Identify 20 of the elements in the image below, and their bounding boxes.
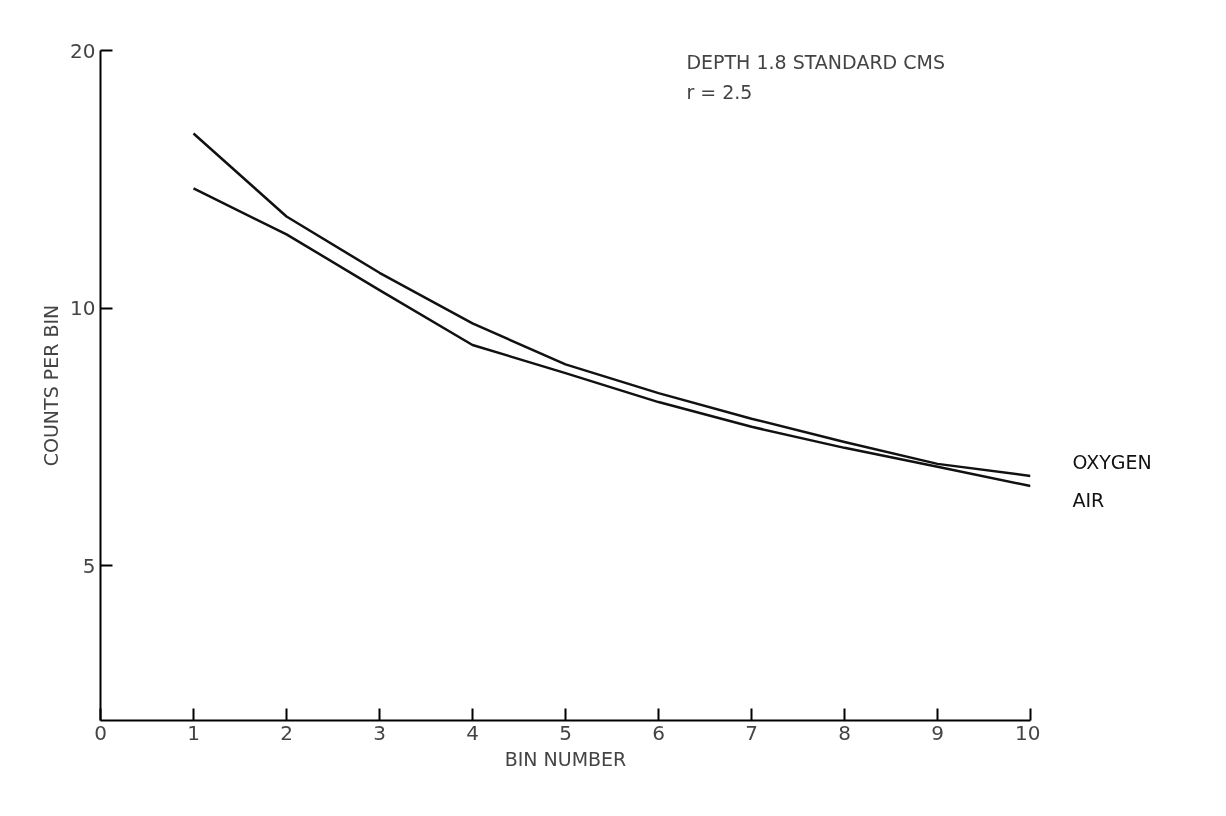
y-tick-label: 5 (82, 553, 96, 578)
y-tick-label: 20 (70, 38, 96, 63)
y-axis-title: COUNTS PER BIN (40, 304, 63, 467)
y-tick-label: 10 (70, 296, 96, 321)
x-tick-label: 9 (931, 720, 944, 745)
text: AIR (1072, 489, 1105, 511)
x-tick-label: 5 (559, 720, 572, 745)
x-tick-label: 8 (838, 720, 851, 745)
x-tick-label: 4 (466, 720, 479, 745)
annotation: DEPTH 1.8 STANDARD CMS (686, 50, 945, 73)
x-axis-title: BIN NUMBER (504, 747, 627, 770)
x-tick-label: 7 (745, 720, 758, 745)
x-tick-label: 3 (373, 720, 386, 745)
x-tick-label: 0 (94, 720, 107, 745)
annotation: r = 2.5 (686, 80, 753, 103)
text: OXYGEN (1072, 450, 1152, 473)
x-tick-label: 2 (280, 720, 293, 745)
x-tick-label: 10 (1015, 720, 1041, 745)
x-tick-label: 6 (652, 720, 665, 745)
x-tick-label: 1 (187, 720, 200, 745)
